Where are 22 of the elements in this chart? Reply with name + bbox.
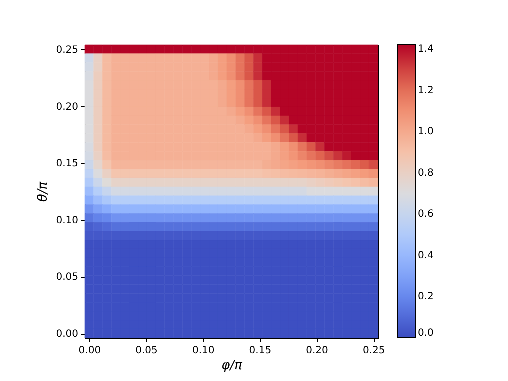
y-tick-label: 0.05: [56, 272, 78, 284]
color-bar-label: 1.0: [418, 126, 434, 138]
y-tick-label: 0.15: [56, 158, 78, 170]
y-tick-label: 0.25: [56, 44, 78, 56]
x-axis-title: φ/π: [222, 358, 243, 374]
y-tick-label: 0.20: [56, 102, 78, 113]
y-axis-title: θ/π: [36, 182, 52, 202]
y-tick-label: 0.10: [56, 215, 78, 226]
y-tick-label: 0.00: [56, 329, 78, 340]
color-bar-label: 1.2: [418, 85, 434, 96]
x-tick-label: 0.15: [249, 346, 272, 356]
x-tick-label: 0.05: [136, 346, 158, 356]
color-bar-label: 0.2: [418, 292, 434, 303]
x-tick-label: 0.10: [192, 346, 215, 356]
x-tick-label: 0.25: [362, 346, 386, 356]
x-tick-label: 0.20: [306, 346, 328, 356]
color-bar-label: 0.8: [418, 168, 434, 179]
color-bar-label: 0.4: [418, 250, 434, 262]
color-bar-label: 1.4: [418, 44, 434, 56]
x-tick-label: 0.00: [78, 346, 102, 356]
color-bar-label: 0.6: [418, 209, 434, 220]
color-bar-label: 0.0: [418, 328, 434, 339]
